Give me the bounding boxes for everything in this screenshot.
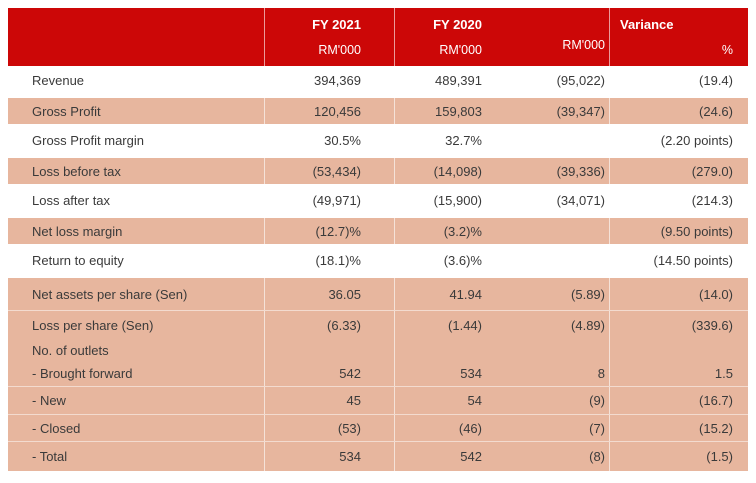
variance-rm-unit: RM'000 bbox=[562, 38, 605, 52]
variance-rm-value bbox=[515, 218, 610, 244]
row-label: - Total bbox=[8, 442, 265, 471]
fy2020-value: 489,391 bbox=[435, 72, 482, 88]
variance-rm-value bbox=[515, 246, 610, 274]
header-fy2020: FY 2020 RM'000 bbox=[395, 8, 515, 66]
table-row-new: - New 45 54 (9) (16.7) bbox=[8, 387, 748, 415]
row-label: Gross Profit margin bbox=[8, 126, 265, 154]
table-header-row: FY 2021 RM'000 FY 2020 RM'000 RM'000 Var… bbox=[8, 8, 748, 66]
variance-rm-value: (7) bbox=[515, 415, 610, 441]
variance-pct-value: (339.6) bbox=[691, 317, 733, 333]
variance-pct-value: (16.7) bbox=[699, 393, 733, 408]
table-row-gross-profit-margin: Gross Profit margin 30.5% 32.7% (2.20 po… bbox=[8, 126, 748, 156]
row-label: Loss per share (Sen) bbox=[8, 311, 265, 339]
variance-title: Variance bbox=[620, 17, 674, 32]
row-label: - Brought forward bbox=[8, 361, 265, 386]
header-fy2021: FY 2021 RM'000 bbox=[265, 8, 395, 66]
variance-pct-unit: % bbox=[721, 43, 733, 57]
row-label: Net loss margin bbox=[8, 218, 265, 244]
row-label: Return to equity bbox=[8, 246, 265, 274]
variance-pct-value: (214.3) bbox=[691, 192, 733, 208]
variance-rm-value: 8 bbox=[515, 361, 610, 386]
fy2021-unit: RM'000 bbox=[318, 43, 361, 57]
fy2020-title: FY 2020 bbox=[433, 17, 482, 32]
row-label: Loss after tax bbox=[8, 186, 265, 214]
variance-pct-value: (14.50 points) bbox=[653, 252, 734, 268]
variance-pct-value: (24.6) bbox=[699, 103, 733, 119]
fy2021-value: 45 bbox=[265, 387, 395, 414]
header-variance-pct: Variance % bbox=[610, 8, 748, 66]
fy2021-value: (6.33) bbox=[265, 311, 395, 339]
variance-pct-value: (9.50 points) bbox=[660, 223, 733, 239]
table-row-total: - Total 534 542 (8) (1.5) bbox=[8, 442, 748, 471]
variance-pct-value: (2.20 points) bbox=[660, 132, 733, 148]
row-label: Revenue bbox=[8, 66, 265, 94]
fy2020-value: 534 bbox=[460, 366, 482, 381]
table-row-closed: - Closed (53) (46) (7) (15.2) bbox=[8, 415, 748, 442]
variance-pct-value: (14.0) bbox=[699, 286, 733, 302]
fy2021-value: 542 bbox=[265, 361, 395, 386]
table-row-return-to-equity: Return to equity (18.1)% (3.6)% (14.50 p… bbox=[8, 246, 748, 276]
fy2020-value: (46) bbox=[458, 420, 482, 436]
fy2020-value: (14,098) bbox=[433, 163, 482, 179]
variance-pct-value bbox=[610, 339, 748, 361]
variance-rm-value bbox=[515, 339, 610, 361]
row-label: - New bbox=[8, 387, 265, 414]
table-row-no-of-outlets: No. of outlets bbox=[8, 339, 748, 361]
fy2020-value: 542 bbox=[460, 449, 482, 464]
fy2020-value: 41.94 bbox=[449, 286, 482, 302]
variance-rm-value: (8) bbox=[515, 442, 610, 471]
fy2020-value: 159,803 bbox=[435, 103, 482, 119]
fy2021-value: (53) bbox=[265, 415, 395, 441]
fy2021-value: (49,971) bbox=[265, 186, 395, 214]
fy2020-value: 54 bbox=[467, 393, 482, 408]
header-label-column bbox=[8, 8, 265, 66]
variance-pct-value: (279.0) bbox=[691, 163, 733, 179]
fy2021-value: (18.1)% bbox=[265, 246, 395, 274]
row-label: No. of outlets bbox=[8, 339, 265, 361]
fy2021-value: 30.5% bbox=[265, 126, 395, 154]
row-label: Net assets per share (Sen) bbox=[8, 278, 265, 310]
table-row-loss-before-tax: Loss before tax (53,434) (14,098) (39,33… bbox=[8, 156, 748, 186]
table-row-revenue: Revenue 394,369 489,391 (95,022) (19.4) bbox=[8, 66, 748, 96]
fy2021-value bbox=[265, 339, 395, 361]
fy2021-value: 534 bbox=[265, 442, 395, 471]
row-label: - Closed bbox=[8, 415, 265, 441]
fy2020-value: (3.6)% bbox=[443, 252, 482, 268]
fy2020-value bbox=[395, 339, 515, 361]
fy2021-value: 36.05 bbox=[265, 278, 395, 310]
table-row-loss-after-tax: Loss after tax (49,971) (15,900) (34,071… bbox=[8, 186, 748, 216]
table-row-net-loss-margin: Net loss margin (12.7)% (3.2)% (9.50 poi… bbox=[8, 216, 748, 246]
table-row-loss-per-share: Loss per share (Sen) (6.33) (1.44) (4.89… bbox=[8, 311, 748, 339]
fy2021-value: (53,434) bbox=[265, 158, 395, 184]
variance-rm-value bbox=[515, 126, 610, 154]
fy2021-value: (12.7)% bbox=[265, 218, 395, 244]
variance-pct-value: 1.5 bbox=[714, 366, 733, 381]
row-label: Loss before tax bbox=[8, 158, 265, 184]
table-row-brought-forward: - Brought forward 542 534 8 1.5 bbox=[8, 361, 748, 387]
variance-rm-value: (39,347) bbox=[515, 98, 610, 124]
fy2020-value: (15,900) bbox=[433, 192, 482, 208]
fy2020-value: (3.2)% bbox=[443, 223, 482, 239]
variance-rm-value: (39,336) bbox=[515, 158, 610, 184]
variance-rm-value: (5.89) bbox=[515, 278, 610, 310]
fy2020-value: 32.7% bbox=[445, 132, 482, 148]
variance-pct-value: (15.2) bbox=[699, 420, 733, 436]
table-row-net-assets-per-share: Net assets per share (Sen) 36.05 41.94 (… bbox=[8, 276, 748, 311]
fy2021-title: FY 2021 bbox=[312, 17, 361, 32]
table-row-gross-profit: Gross Profit 120,456 159,803 (39,347) (2… bbox=[8, 96, 748, 126]
fy2021-value: 120,456 bbox=[265, 98, 395, 124]
fy2021-value: 394,369 bbox=[265, 66, 395, 94]
fy2020-unit: RM'000 bbox=[439, 43, 482, 57]
variance-rm-value: (95,022) bbox=[515, 66, 610, 94]
variance-pct-value: (19.4) bbox=[699, 72, 733, 88]
variance-rm-value: (34,071) bbox=[515, 186, 610, 214]
variance-rm-value: (4.89) bbox=[515, 311, 610, 339]
variance-pct-value: (1.5) bbox=[706, 449, 733, 464]
fy2020-value: (1.44) bbox=[448, 317, 482, 333]
header-variance-rm: RM'000 bbox=[515, 8, 610, 66]
variance-rm-value: (9) bbox=[515, 387, 610, 414]
financial-results-table: FY 2021 RM'000 FY 2020 RM'000 RM'000 Var… bbox=[8, 8, 748, 472]
row-label: Gross Profit bbox=[8, 98, 265, 124]
